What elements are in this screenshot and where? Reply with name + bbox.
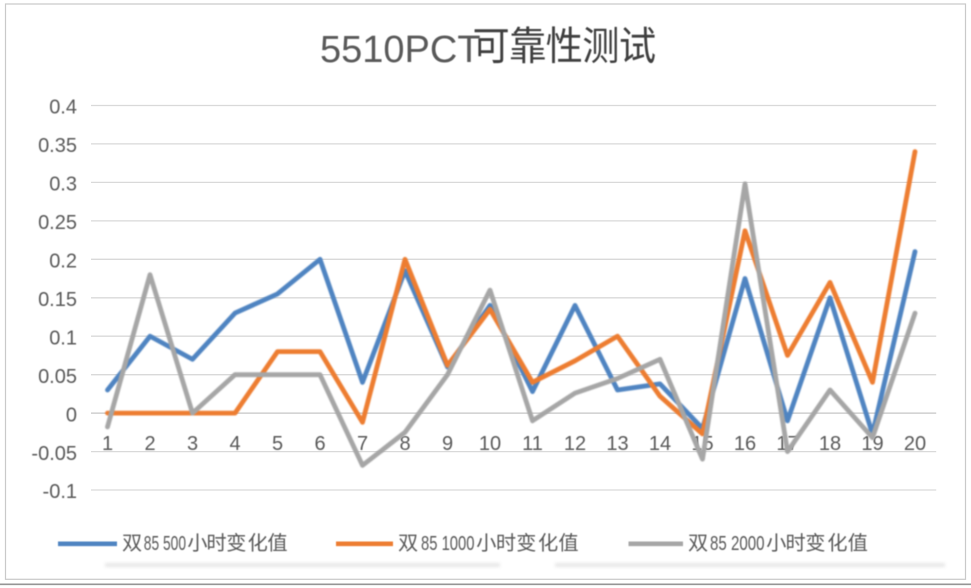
svg-text:8: 8 — [399, 433, 410, 455]
svg-text:85 500: 85 500 — [144, 533, 186, 555]
svg-text:3: 3 — [187, 433, 198, 455]
svg-text:18: 18 — [819, 433, 841, 455]
svg-text:0.3: 0.3 — [49, 174, 77, 196]
svg-text:0.1: 0.1 — [49, 327, 77, 349]
svg-text:-0.05: -0.05 — [31, 443, 77, 465]
svg-text:85 2000: 85 2000 — [710, 533, 765, 555]
svg-text:10: 10 — [479, 433, 501, 455]
svg-text:9: 9 — [442, 433, 453, 455]
svg-text:5: 5 — [272, 433, 283, 455]
svg-text:20: 20 — [904, 433, 926, 455]
svg-text:5510PCT: 5510PCT — [320, 29, 481, 71]
svg-text:85 1000: 85 1000 — [421, 533, 475, 555]
svg-text:0.35: 0.35 — [38, 135, 77, 157]
svg-text:0.25: 0.25 — [38, 212, 77, 234]
svg-text:19: 19 — [861, 433, 883, 455]
svg-text:0.15: 0.15 — [38, 289, 77, 311]
svg-text:0.4: 0.4 — [49, 97, 77, 119]
svg-text:12: 12 — [564, 433, 586, 455]
svg-text:11: 11 — [522, 433, 543, 455]
svg-text:-0.1: -0.1 — [43, 481, 77, 503]
svg-text:13: 13 — [606, 433, 628, 455]
svg-text:16: 16 — [734, 433, 756, 455]
svg-text:1: 1 — [102, 433, 113, 455]
svg-text:0.2: 0.2 — [49, 251, 77, 273]
svg-text:0.05: 0.05 — [38, 366, 77, 388]
svg-text:4: 4 — [229, 433, 240, 455]
svg-text:6: 6 — [314, 433, 325, 455]
svg-text:2: 2 — [144, 433, 155, 455]
svg-text:0: 0 — [66, 404, 77, 426]
svg-text:7: 7 — [357, 433, 368, 455]
svg-text:14: 14 — [649, 433, 671, 455]
